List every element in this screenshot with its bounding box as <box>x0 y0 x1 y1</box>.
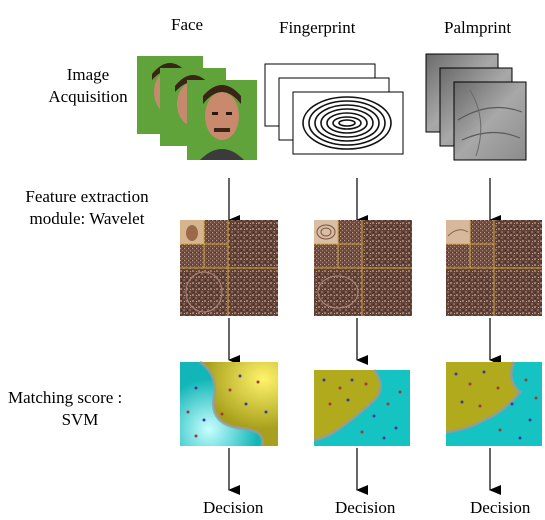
decision-label-face: Decision <box>203 498 264 517</box>
row-label-acquisition-line1: Image <box>66 65 110 84</box>
wavelet-face <box>180 220 278 316</box>
face-image-stack <box>137 56 257 160</box>
svm-face <box>180 360 278 447</box>
fingerprint-ridges <box>302 96 392 150</box>
svm-palmprint-points <box>454 370 538 440</box>
row-label-feature: Feature extraction module: Wavelet <box>2 186 172 230</box>
row-label-acquisition: Image Acquisition <box>18 64 158 108</box>
svm-fingerprint-points <box>322 378 402 440</box>
row-label-feature-line1: Feature extraction <box>25 187 149 206</box>
decision-label-fingerprint: Decision <box>335 498 396 517</box>
fingerprint-image-stack <box>264 63 404 155</box>
wavelet-palmprint <box>446 220 542 316</box>
row-label-matching-line1: Matching score : <box>8 388 123 407</box>
row-label-matching: Matching score : SVM <box>2 387 158 431</box>
row-label-matching-line2: SVM <box>61 410 99 429</box>
column-header-fingerprint: Fingerprint <box>279 18 356 37</box>
row-label-feature-line2: module: Wavelet <box>29 209 145 228</box>
column-header-palmprint: Palmprint <box>444 18 512 37</box>
face-image-front <box>187 80 257 160</box>
svm-fingerprint <box>313 369 410 446</box>
row-label-acquisition-line2: Acquisition <box>48 87 128 106</box>
arrows <box>228 178 501 495</box>
svm-face-points <box>186 374 268 438</box>
wavelet-fingerprint <box>314 220 412 316</box>
palmprint-image-stack <box>425 53 527 161</box>
svm-palmprint <box>445 361 542 446</box>
column-header-face: Face <box>171 15 204 34</box>
decision-label-palmprint: Decision <box>470 498 531 517</box>
